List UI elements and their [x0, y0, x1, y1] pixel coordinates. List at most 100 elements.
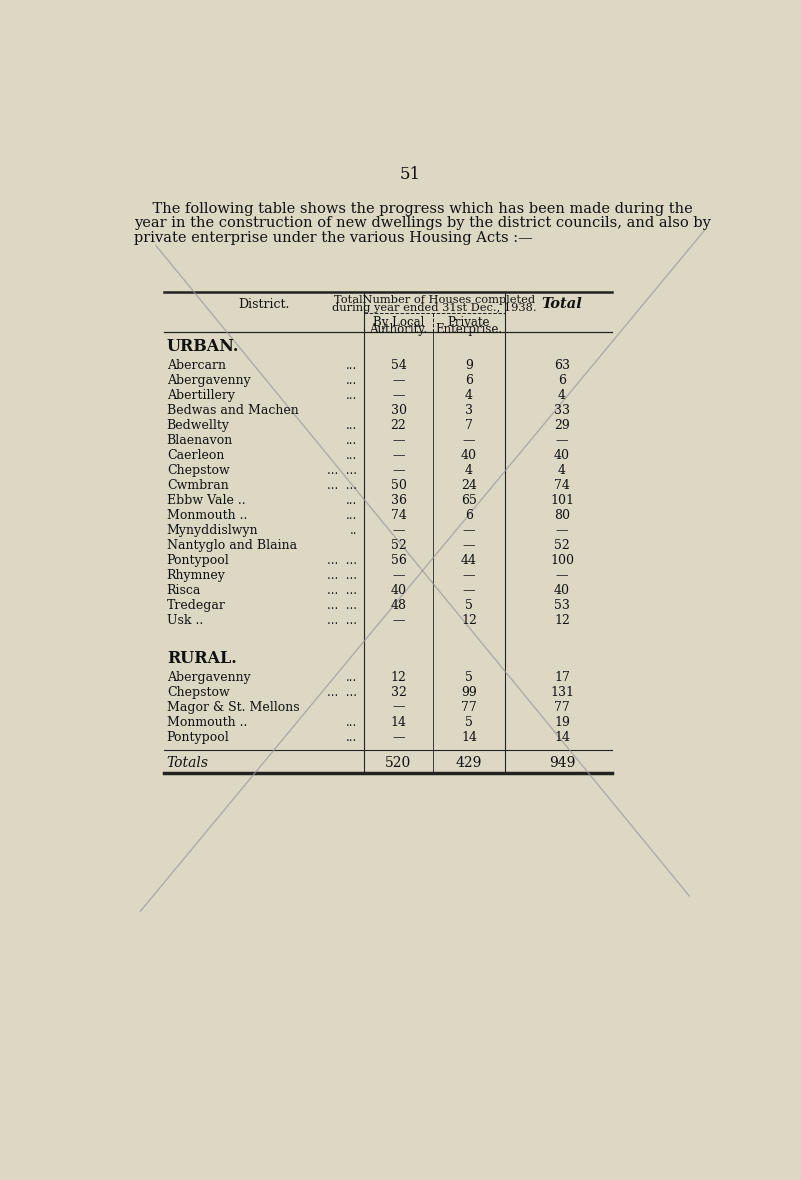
Text: 63: 63 [554, 359, 570, 372]
Text: 3: 3 [465, 404, 473, 417]
Text: ...  ...: ... ... [328, 686, 357, 699]
Text: Abercarn: Abercarn [167, 359, 226, 372]
Text: Abergavenny: Abergavenny [167, 670, 251, 683]
Text: Abertillery: Abertillery [167, 388, 235, 401]
Text: Magor & St. Mellons: Magor & St. Mellons [167, 701, 300, 714]
Text: 5: 5 [465, 670, 473, 683]
Text: —: — [463, 524, 475, 537]
Text: 56: 56 [391, 553, 406, 566]
Text: ...  ...: ... ... [328, 599, 357, 612]
Text: —: — [392, 524, 405, 537]
Text: Rhymney: Rhymney [167, 569, 226, 582]
Text: 14: 14 [391, 715, 406, 728]
Text: —: — [556, 569, 568, 582]
Text: 4: 4 [558, 388, 566, 401]
Text: ...  ...: ... ... [328, 553, 357, 566]
Text: ..: .. [350, 524, 357, 537]
Text: Tredegar: Tredegar [167, 599, 226, 612]
Text: —: — [463, 434, 475, 447]
Text: ...: ... [346, 509, 357, 522]
Text: 30: 30 [391, 404, 406, 417]
Text: RURAL.: RURAL. [167, 650, 236, 667]
Text: Authority.: Authority. [369, 323, 428, 336]
Text: Nantyglo and Blaina: Nantyglo and Blaina [167, 539, 297, 552]
Text: 40: 40 [554, 584, 570, 597]
Text: 24: 24 [461, 479, 477, 492]
Text: 12: 12 [554, 614, 570, 627]
Text: TotalNumber of Houses completed: TotalNumber of Houses completed [333, 295, 535, 304]
Text: ...: ... [346, 730, 357, 743]
Text: 949: 949 [549, 755, 575, 769]
Text: ...  ...: ... ... [328, 479, 357, 492]
Text: 29: 29 [554, 419, 570, 432]
Text: ...: ... [346, 359, 357, 372]
Text: 36: 36 [391, 494, 406, 507]
Text: 520: 520 [385, 755, 412, 769]
Text: Usk ..: Usk .. [167, 614, 203, 627]
Text: 14: 14 [461, 730, 477, 743]
Text: 80: 80 [554, 509, 570, 522]
Text: Total: Total [541, 297, 582, 312]
Text: 14: 14 [554, 730, 570, 743]
Text: 52: 52 [391, 539, 406, 552]
Text: 4: 4 [465, 388, 473, 401]
Text: ...: ... [346, 434, 357, 447]
Text: 51: 51 [400, 166, 421, 183]
Text: 74: 74 [391, 509, 406, 522]
Text: 44: 44 [461, 553, 477, 566]
Text: District.: District. [238, 297, 289, 310]
Text: Monmouth ..: Monmouth .. [167, 509, 248, 522]
Text: ...: ... [346, 419, 357, 432]
Text: 4: 4 [558, 464, 566, 477]
Text: The following table shows the progress which has been made during the: The following table shows the progress w… [135, 202, 693, 216]
Text: 99: 99 [461, 686, 477, 699]
Text: 19: 19 [554, 715, 570, 728]
Text: Caerleon: Caerleon [167, 448, 224, 461]
Text: —: — [463, 584, 475, 597]
Text: Private: Private [448, 315, 490, 328]
Text: —: — [556, 434, 568, 447]
Text: 17: 17 [554, 670, 570, 683]
Text: Chepstow: Chepstow [167, 464, 230, 477]
Text: URBAN.: URBAN. [167, 337, 239, 355]
Text: 54: 54 [391, 359, 406, 372]
Text: 32: 32 [391, 686, 406, 699]
Text: —: — [392, 701, 405, 714]
Text: 52: 52 [554, 539, 570, 552]
Text: 6: 6 [558, 374, 566, 387]
Text: 6: 6 [465, 374, 473, 387]
Text: Monmouth ..: Monmouth .. [167, 715, 248, 728]
Text: —: — [392, 448, 405, 461]
Text: 7: 7 [465, 419, 473, 432]
Text: ...  ...: ... ... [328, 614, 357, 627]
Text: —: — [392, 730, 405, 743]
Text: year in the construction of new dwellings by the district councils, and also by: year in the construction of new dwelling… [135, 216, 711, 230]
Text: 6: 6 [465, 509, 473, 522]
Text: 50: 50 [391, 479, 406, 492]
Text: —: — [556, 524, 568, 537]
Text: ...: ... [346, 448, 357, 461]
Text: —: — [392, 569, 405, 582]
Text: 74: 74 [554, 479, 570, 492]
Text: ...: ... [346, 494, 357, 507]
Text: ...: ... [346, 670, 357, 683]
Text: 5: 5 [465, 599, 473, 612]
Text: ...: ... [346, 374, 357, 387]
Text: 33: 33 [554, 404, 570, 417]
Text: —: — [392, 388, 405, 401]
Text: —: — [392, 434, 405, 447]
Text: 40: 40 [391, 584, 406, 597]
Text: —: — [463, 569, 475, 582]
Text: 65: 65 [461, 494, 477, 507]
Text: Cwmbran: Cwmbran [167, 479, 228, 492]
Text: 101: 101 [550, 494, 574, 507]
Text: 77: 77 [461, 701, 477, 714]
Text: ...: ... [346, 388, 357, 401]
Text: private enterprise under the various Housing Acts :—: private enterprise under the various Hou… [135, 231, 533, 245]
Text: By Local: By Local [372, 315, 425, 328]
Text: Chepstow: Chepstow [167, 686, 230, 699]
Text: Risca: Risca [167, 584, 201, 597]
Text: Abergavenny: Abergavenny [167, 374, 251, 387]
Text: 77: 77 [554, 701, 570, 714]
Text: during year ended 31st Dec., 1938.: during year ended 31st Dec., 1938. [332, 302, 537, 313]
